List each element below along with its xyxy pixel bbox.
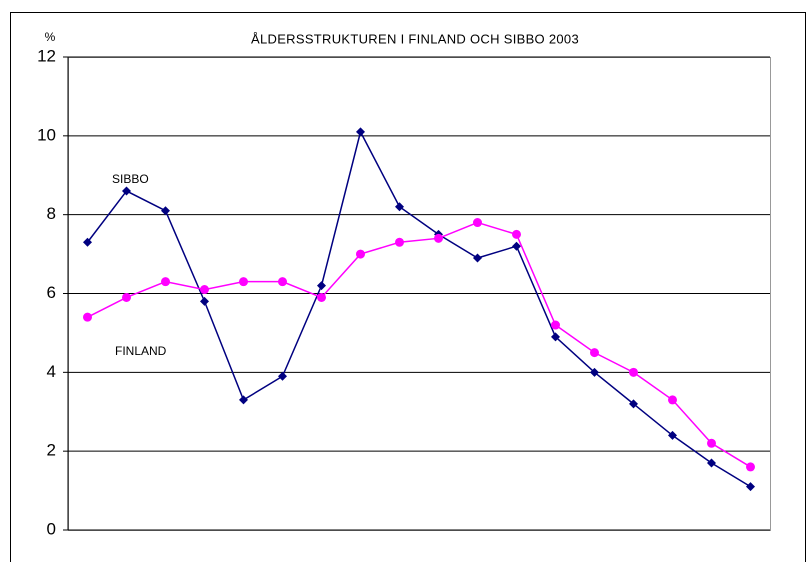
chart-frame (10, 12, 806, 562)
point (122, 292, 131, 302)
series (83, 218, 755, 472)
y-tick-label: 8 (47, 204, 56, 223)
point (122, 186, 131, 196)
y-axis-label: % (45, 30, 56, 44)
point (161, 277, 170, 287)
point (239, 395, 248, 405)
y-tick-label: 0 (47, 519, 56, 538)
point (512, 241, 521, 251)
chart-title: ÅLDERSSTRUKTUREN I FINLAND OCH SIBBO 200… (251, 31, 579, 46)
point (473, 218, 482, 228)
point (707, 458, 716, 468)
point (551, 332, 560, 342)
series-label: SIBBO (112, 172, 149, 186)
point (746, 482, 755, 492)
y-tick-label: 12 (37, 46, 56, 65)
point (161, 206, 170, 216)
point (395, 202, 404, 212)
point (356, 249, 365, 259)
point (434, 233, 443, 243)
point (200, 296, 209, 306)
y-tick-label: 6 (47, 283, 56, 302)
point (473, 253, 482, 263)
grid (63, 56, 770, 531)
point (746, 462, 755, 472)
point (590, 367, 599, 377)
series (83, 127, 755, 492)
series-line (87, 221, 751, 468)
point (512, 229, 521, 239)
point (629, 399, 638, 409)
point (590, 348, 599, 358)
series-line (86, 129, 751, 488)
point (317, 292, 326, 302)
point (83, 237, 92, 247)
point (317, 281, 326, 291)
point (668, 430, 677, 440)
series-label: FINLAND (115, 344, 167, 358)
point (278, 371, 287, 381)
point (551, 320, 560, 330)
point (356, 127, 365, 137)
point (239, 277, 248, 287)
y-tick-label: 2 (47, 441, 56, 460)
y-tick-label: 10 (37, 125, 56, 144)
point (629, 367, 638, 377)
point (668, 395, 677, 405)
point (707, 438, 716, 448)
point (83, 312, 92, 322)
y-tick-label: 4 (47, 362, 56, 381)
point (200, 285, 209, 295)
point (278, 277, 287, 287)
point (395, 237, 404, 247)
